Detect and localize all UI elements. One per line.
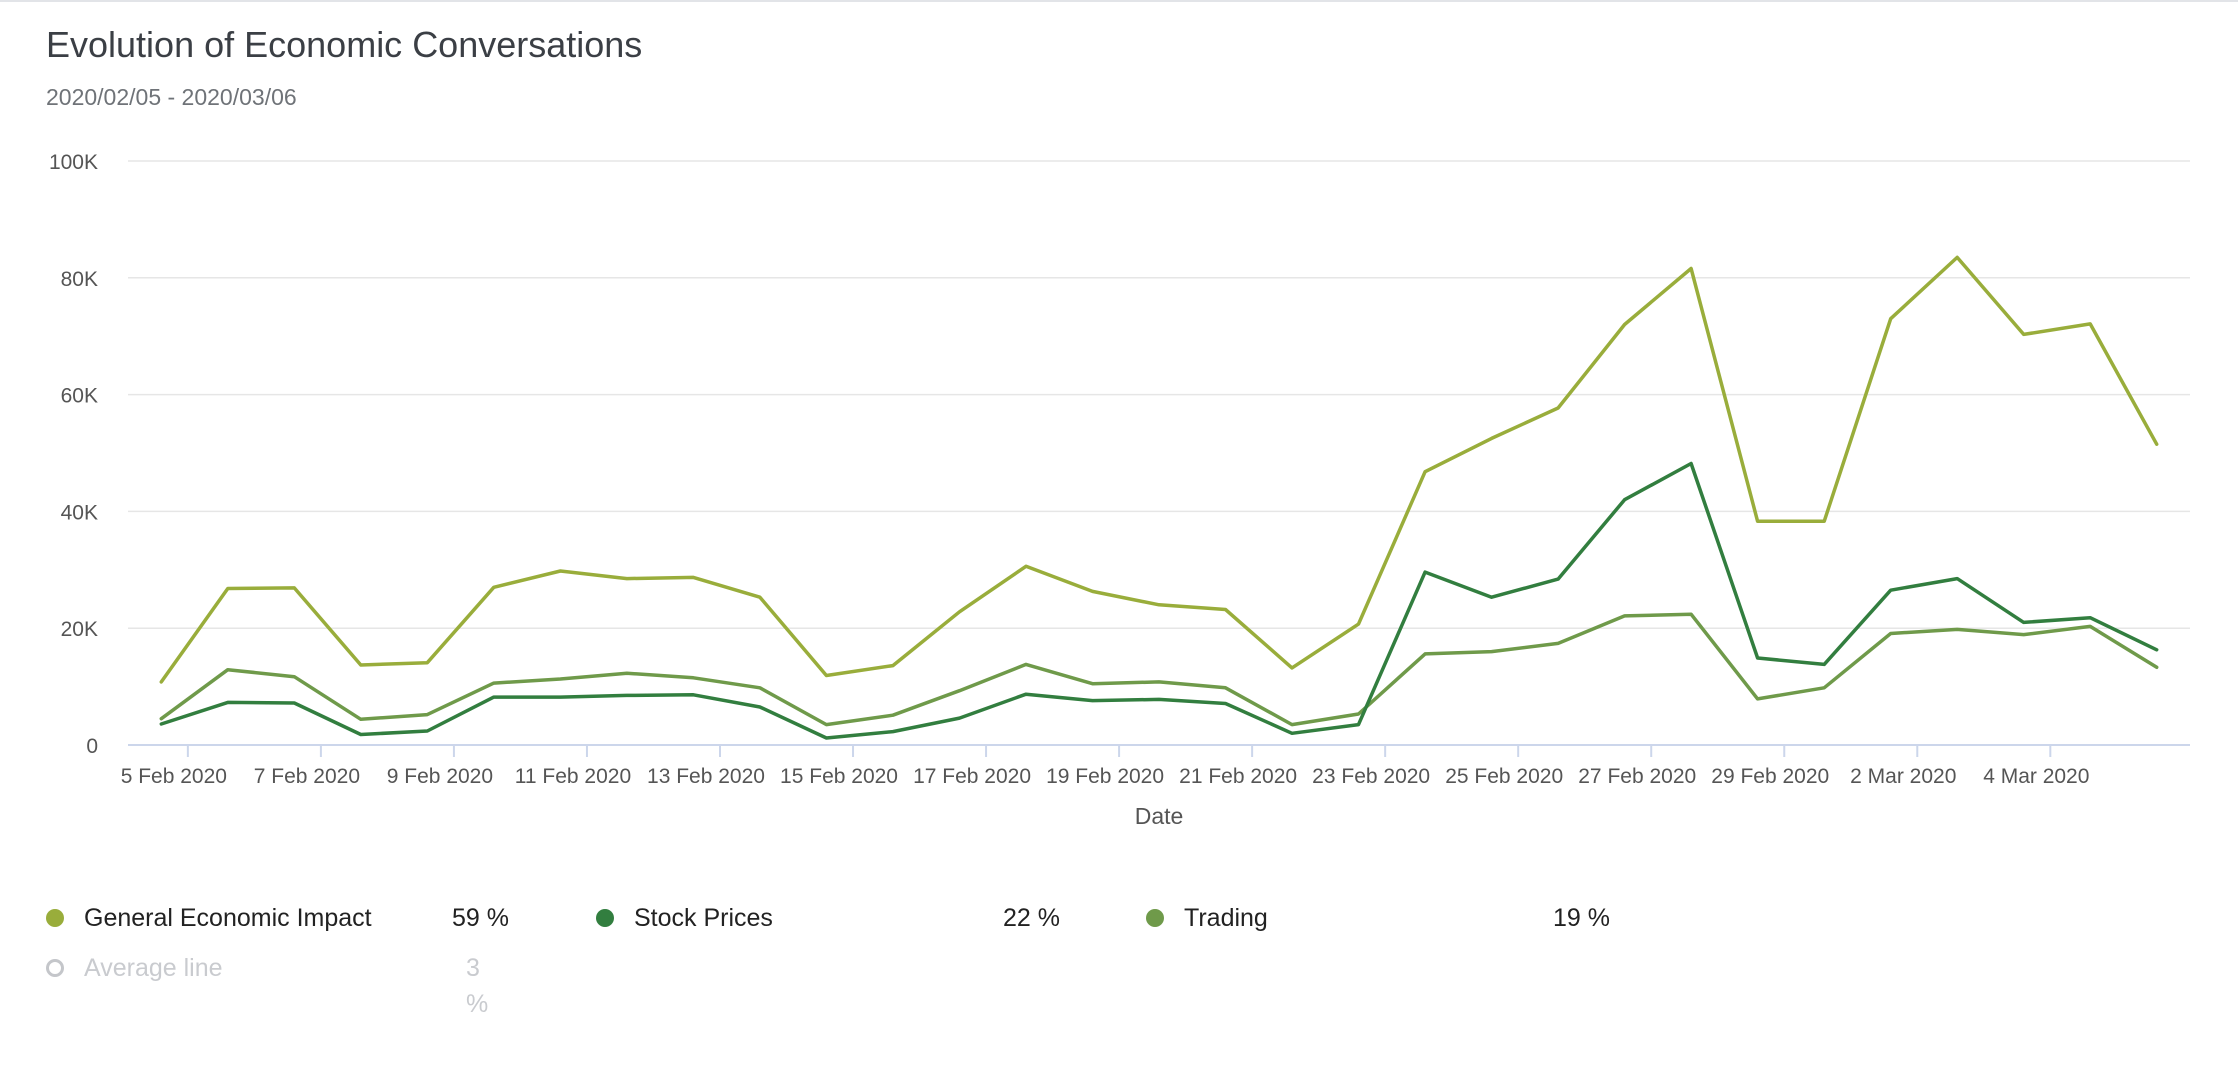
legend-percent: 19 % [1553, 904, 1610, 932]
x-tick-label: 7 Feb 2020 [254, 765, 360, 788]
legend-item-average-line[interactable]: Average line 3 % [46, 950, 488, 1018]
legend: General Economic Impact 59 % Stock Price… [46, 900, 1746, 1018]
series-line-general-economic-impact[interactable] [159, 255, 2159, 684]
x-tick-label: 27 Feb 2020 [1578, 765, 1696, 788]
legend-percent: 59 % [452, 904, 509, 932]
x-tick-label: 17 Feb 2020 [913, 765, 1031, 788]
x-axis-title: Date [1135, 803, 1184, 829]
y-tick-label: 0 [86, 735, 98, 758]
legend-percent: 22 % [1003, 904, 1060, 932]
y-tick-label: 100K [49, 151, 98, 174]
x-tick-label: 2 Mar 2020 [1850, 765, 1956, 788]
series-line-trading[interactable] [159, 612, 2159, 727]
series-dot-icon [596, 909, 614, 927]
legend-percent: 3 % [466, 954, 489, 1018]
x-tick-label: 11 Feb 2020 [515, 765, 631, 788]
chart-area: 0 20K 40K 60K 80K 100K 5 Feb 2020 7 Feb 2020 9 F… [49, 151, 2190, 829]
series-line-stock-prices[interactable] [159, 461, 2159, 740]
legend-label: Trading [1184, 903, 1268, 932]
legend-label: Average line [84, 953, 223, 982]
chart-title: Evolution of Economic Conversations [46, 24, 643, 65]
series-dot-icon [46, 909, 64, 927]
x-tick-label: 25 Feb 2020 [1445, 765, 1563, 788]
chart-subtitle: 2020/02/05 - 2020/03/06 [46, 84, 297, 110]
y-tick-label: 80K [61, 268, 98, 291]
hollow-circle-icon [46, 959, 64, 977]
legend-item-trading[interactable]: Trading [1146, 900, 1268, 936]
y-tick-label: 60K [61, 385, 98, 408]
y-tick-label: 20K [61, 618, 98, 641]
x-tick-label: 9 Feb 2020 [387, 765, 493, 788]
series-dot-icon [1146, 909, 1164, 927]
legend-label: General Economic Impact [84, 903, 372, 932]
x-tick-label: 15 Feb 2020 [780, 765, 898, 788]
legend-item-stock-prices[interactable]: Stock Prices [596, 900, 773, 936]
x-tick-label: 13 Feb 2020 [647, 765, 765, 788]
x-tick-label: 4 Mar 2020 [1983, 765, 2089, 788]
x-tick-label: 23 Feb 2020 [1312, 765, 1430, 788]
x-tick-label: 29 Feb 2020 [1711, 765, 1829, 788]
x-tick-label: 5 Feb 2020 [121, 765, 227, 788]
x-tick-label: 19 Feb 2020 [1046, 765, 1164, 788]
y-tick-label: 40K [61, 501, 98, 524]
legend-item-general-economic-impact[interactable]: General Economic Impact [46, 900, 372, 936]
top-border [0, 0, 2238, 2]
legend-label: Stock Prices [634, 903, 773, 932]
x-tick-label: 21 Feb 2020 [1179, 765, 1297, 788]
